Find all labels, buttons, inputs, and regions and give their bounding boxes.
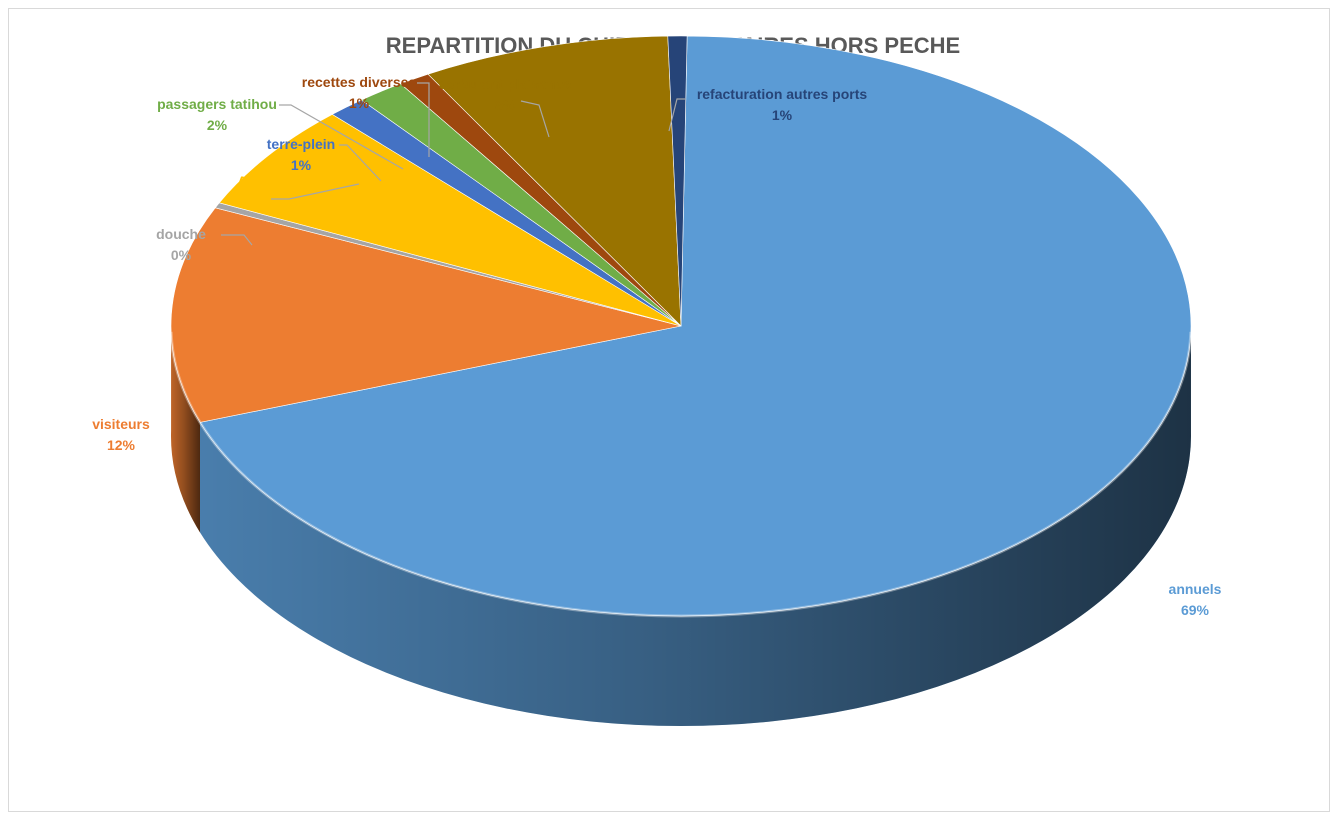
slice-refacturation-autres-ports[interactable] <box>667 35 688 327</box>
data-label-percent-visiteurs: 12% <box>107 437 136 453</box>
data-label-name-visiteurs: visiteurs <box>92 416 150 432</box>
pie-chart: REPARTITION DU CHIFFRE D'AFFAIRES HORS P… <box>92 33 1222 726</box>
data-label-name-recettes-diverses: recettes diverses <box>302 74 417 90</box>
data-labels: annuels 69% visiteurs 12% douche 0% AOT 6% terre… <box>92 74 1221 618</box>
leader-line <box>279 104 404 170</box>
slice-side-shading <box>171 320 200 533</box>
leader-line <box>271 183 360 200</box>
leader-line <box>221 234 253 246</box>
data-label-name-passagers-tatihou: passagers tatihou <box>157 96 277 112</box>
data-label-name-carburant-plaisance: carburant plaisance <box>439 76 571 92</box>
pie-rim-highlight <box>169 331 1193 618</box>
data-label-name-annuels: annuels <box>1169 581 1222 597</box>
leader-line <box>520 100 550 138</box>
data-label-percent-refacturation-autres-ports: 1% <box>772 107 793 123</box>
slice-annuels[interactable] <box>199 35 1192 617</box>
leader-line <box>417 82 430 157</box>
slice-side-shading <box>199 322 1191 726</box>
data-label-percent-passagers-tatihou: 2% <box>207 117 228 133</box>
data-label-percent-terre-plein: 1% <box>291 157 312 173</box>
data-label-percent-recettes-diverses: 1% <box>349 95 370 111</box>
leader-line <box>339 144 382 182</box>
data-label-percent-douche: 0% <box>171 247 192 263</box>
data-label-name-aot: AOT <box>237 173 267 189</box>
chart-area: REPARTITION DU CHIFFRE D'AFFAIRES HORS P… <box>8 8 1330 812</box>
pie-slices <box>169 35 1193 726</box>
data-label-percent-carburant-plaisance: 8% <box>495 97 516 113</box>
slice-carburant-plaisance[interactable] <box>427 35 682 327</box>
slice-aot[interactable] <box>218 114 682 327</box>
data-label-name-refacturation-autres-ports: refacturation autres ports <box>697 86 868 102</box>
data-label-percent-aot: 6% <box>242 194 263 210</box>
data-label-name-terre-plein: terre-plein <box>267 136 335 152</box>
slice-visiteurs[interactable] <box>170 207 682 423</box>
data-label-name-douche: douche <box>156 226 206 242</box>
leader-line <box>668 98 685 132</box>
data-label-percent-annuels: 69% <box>1181 602 1210 618</box>
